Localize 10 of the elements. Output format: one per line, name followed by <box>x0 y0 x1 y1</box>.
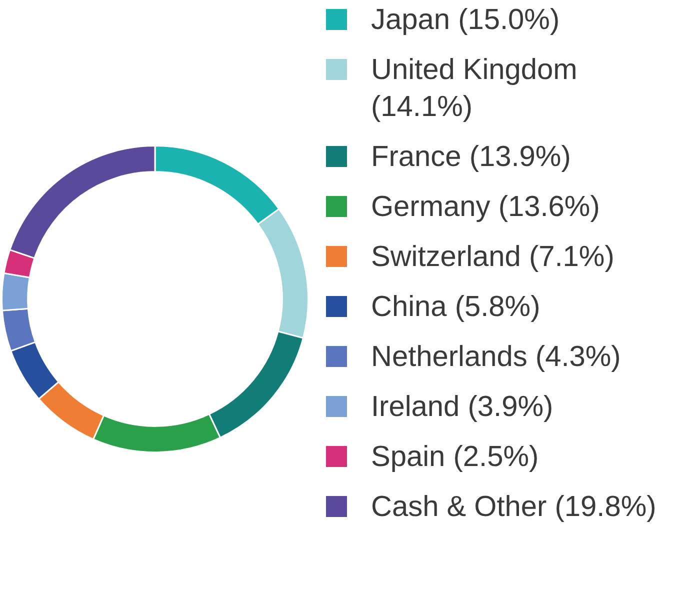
legend-label: Cash & Other (19.8%) <box>371 490 658 525</box>
legend-label: Switzerland (7.1%) <box>371 240 616 275</box>
legend-label: United Kingdom (14.1%) <box>371 53 578 125</box>
legend-label: Netherlands (4.3%) <box>371 340 622 375</box>
legend-label: China (5.8%) <box>371 290 542 325</box>
legend-label: Ireland (3.9%) <box>371 390 554 425</box>
legend-label: France (13.9%) <box>371 140 572 175</box>
legend-label: Japan (15.0%) <box>371 3 561 38</box>
legend-label: Spain (2.5%) <box>371 440 540 475</box>
legend-label: Germany (13.6%) <box>371 190 601 225</box>
